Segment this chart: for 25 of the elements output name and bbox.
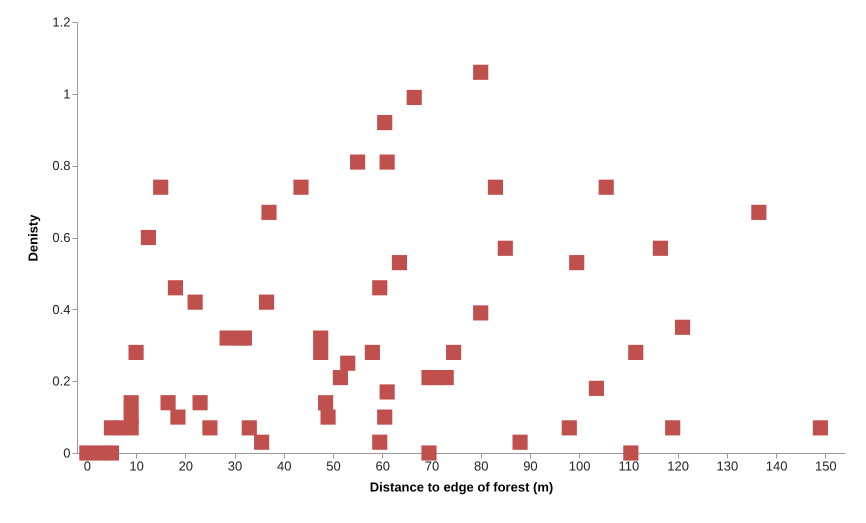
- y-tick-label: 0.6: [52, 230, 70, 245]
- y-tick-label: 1.2: [52, 14, 70, 30]
- x-tick-label: 120: [667, 458, 689, 474]
- x-tick-label: 60: [375, 458, 390, 474]
- y-tick-label: 0: [63, 446, 70, 460]
- y-tick-label: 0.2: [52, 374, 70, 389]
- x-tick-label: 130: [716, 458, 738, 474]
- x-tick-label: 80: [474, 458, 488, 474]
- x-tick-label: 10: [129, 458, 144, 474]
- x-tick-label: 30: [228, 458, 242, 474]
- x-tick-label: 70: [424, 458, 440, 474]
- x-tick-label: 100: [568, 458, 591, 474]
- x-tick-label: 20: [178, 458, 194, 474]
- x-tick-label: 90: [523, 458, 538, 474]
- x-tick-label: 150: [814, 458, 837, 474]
- x-tick-label: 40: [277, 458, 292, 474]
- x-tick-label: 110: [618, 458, 640, 474]
- y-tick-label: 0.8: [52, 158, 70, 174]
- x-tick-label: 50: [326, 458, 341, 474]
- y-tick-label: 0.4: [52, 302, 70, 317]
- x-axis-title: Distance to edge of forest (m): [370, 480, 554, 494]
- y-axis-title: Denisty: [25, 214, 40, 262]
- x-tick-label: 0: [84, 458, 91, 474]
- y-tick-label: 1: [63, 86, 70, 102]
- x-tick-label: 140: [766, 458, 788, 474]
